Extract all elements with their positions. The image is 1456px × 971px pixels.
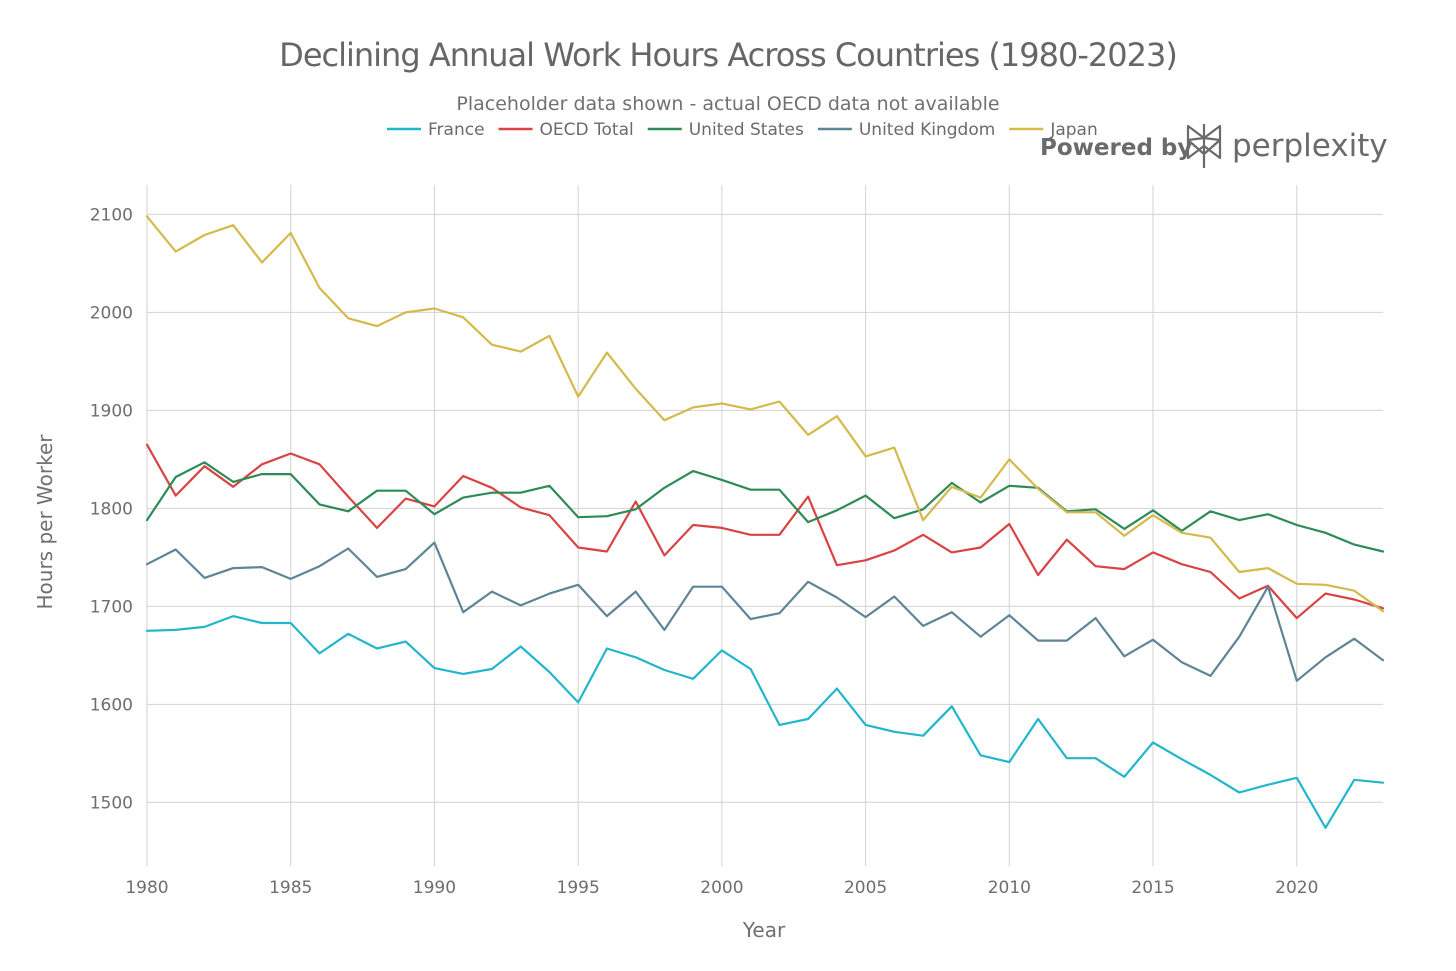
legend-label: Japan (1049, 120, 1097, 140)
series-line-japan (145, 215, 1385, 613)
y-tick-label: 2000 (90, 303, 133, 323)
grid (146, 185, 1383, 866)
series-lines (145, 215, 1385, 829)
legend-item-united-states: United States (647, 120, 804, 140)
y-tick-label: 1900 (90, 401, 133, 421)
chart-title: Declining Annual Work Hours Across Count… (279, 36, 1177, 74)
series-line-united-kingdom (145, 541, 1385, 682)
legend-label: OECD Total (540, 120, 634, 140)
y-tick-label: 1500 (90, 793, 133, 813)
y-tick-label: 1700 (90, 597, 133, 617)
powered-by-text: Powered by (1040, 135, 1192, 161)
legend-item-japan: Japan (1009, 120, 1098, 140)
x-tick-label: 1980 (125, 878, 168, 898)
legend-item-oecd-total: OECD Total (498, 120, 634, 140)
x-tick-label: 2015 (1131, 878, 1174, 898)
y-tick-label: 1600 (90, 695, 133, 715)
x-tick-label: 2005 (844, 878, 887, 898)
legend-label: United States (689, 120, 804, 140)
branding: Powered by perplexity (1040, 124, 1388, 168)
y-axis-title: Hours per Worker (33, 434, 57, 610)
y-axis-ticks: 1500 1600 1700 1800 1900 2000 2100 (90, 205, 133, 813)
x-tick-label: 1990 (413, 878, 456, 898)
legend-item-united-kingdom: United Kingdom (817, 120, 995, 140)
x-tick-label: 1995 (557, 878, 600, 898)
x-tick-label: 2020 (1275, 878, 1318, 898)
y-tick-label: 2100 (90, 205, 133, 225)
series-line-france (145, 614, 1385, 829)
perplexity-wordmark: perplexity (1232, 128, 1388, 164)
chart-subtitle: Placeholder data shown - actual OECD dat… (456, 93, 999, 115)
y-tick-label: 1800 (90, 499, 133, 519)
legend-item-france: France (387, 120, 485, 140)
legend-label: United Kingdom (859, 120, 995, 140)
x-axis-ticks: 1980 1985 1990 1995 2000 2005 2010 2015 2020 (125, 878, 1318, 898)
x-tick-label: 2000 (700, 878, 743, 898)
x-axis-title: Year (742, 918, 786, 942)
legend: France OECD Total United States United King… (387, 120, 1098, 140)
x-tick-label: 2010 (988, 878, 1031, 898)
series-line-oecd-total (145, 443, 1385, 620)
legend-label: France (428, 120, 485, 140)
perplexity-logo-icon (1186, 124, 1222, 168)
x-tick-label: 1985 (269, 878, 312, 898)
series-line-united-states (145, 461, 1385, 553)
